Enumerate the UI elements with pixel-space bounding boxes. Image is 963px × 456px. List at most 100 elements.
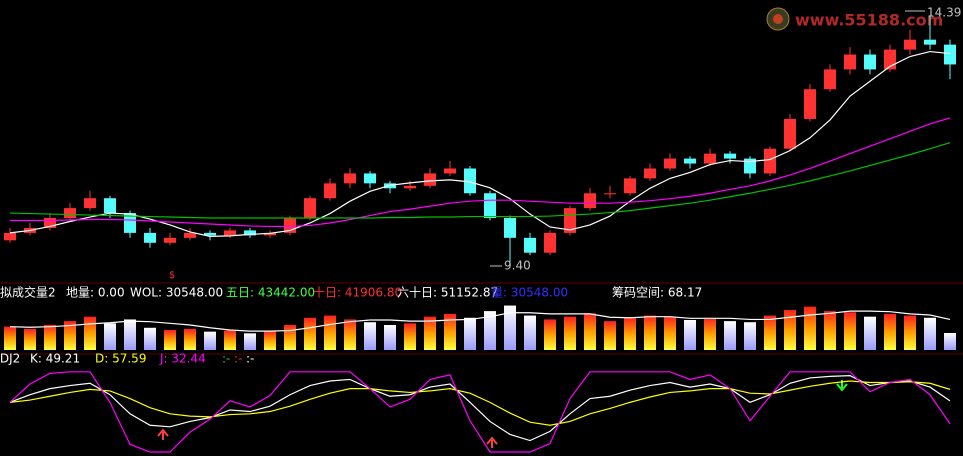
high-label: 14.39: [927, 6, 961, 20]
volume-bar: [864, 316, 876, 350]
volume-bar: [444, 313, 456, 350]
candle-body: [724, 153, 736, 159]
volume-bar: [424, 316, 436, 350]
candle-body: [524, 237, 536, 253]
candle-body: [484, 193, 496, 219]
volume-bar: [844, 312, 856, 350]
candle-body: [544, 232, 556, 253]
candle-body: [824, 69, 836, 90]
indicator-title: 虚拟成交量2: [0, 285, 56, 300]
volume-bar: [384, 325, 396, 350]
volume-bar: [4, 326, 16, 350]
candle-body: [584, 193, 596, 209]
watermark-logo-dot: [773, 14, 783, 24]
volume-bar: [344, 319, 356, 350]
series-line: [9, 371, 951, 453]
volume-bar: [144, 327, 156, 350]
volume-bar: [284, 325, 296, 350]
candle-body: [744, 158, 756, 174]
volume-bar: [124, 319, 136, 350]
volume-bar: [264, 331, 276, 350]
volume-bar: [684, 320, 696, 350]
candle-body: [104, 198, 116, 214]
volume-bar: [44, 325, 56, 350]
candle-body: [4, 232, 16, 241]
candle-body: [264, 232, 276, 236]
indicator-stat: :-: [246, 352, 254, 366]
series-line: [9, 310, 951, 332]
volume-bar: [224, 330, 236, 350]
candle-body: [124, 213, 136, 233]
volume-bar: [184, 328, 196, 350]
volume-bar: [84, 316, 96, 350]
candle-body: [864, 54, 876, 70]
candle-body: [324, 183, 336, 199]
watermark: www.55188.com: [795, 11, 943, 30]
volume-bar: [404, 323, 416, 350]
volume-bar: [724, 321, 736, 350]
volume-bar: [644, 315, 656, 350]
candle-body: [764, 148, 776, 174]
buy-arrow: [486, 436, 498, 448]
candle-body: [804, 89, 816, 119]
candle-body: [184, 232, 196, 238]
indicator-stat: 十日: 41906.80: [313, 286, 402, 300]
candle-body: [84, 198, 96, 209]
candle-body: [404, 185, 416, 189]
volume-bar: [244, 333, 256, 350]
indicator-stat: J: 32.44: [159, 352, 206, 366]
volume-bar: [204, 331, 216, 350]
indicator-stat: :-: [222, 352, 230, 366]
signal-marker: $: [169, 270, 175, 281]
candle-body: [844, 54, 856, 70]
indicator-stat: 量: 30548.00: [491, 286, 568, 300]
buy-arrow: [157, 428, 169, 440]
volume-bar: [464, 317, 476, 350]
candle-body: [504, 218, 516, 238]
volume-bar: [104, 323, 116, 350]
candle-body: [364, 173, 376, 184]
indicator-stat: D: 57.59: [95, 352, 146, 366]
candle-body: [304, 198, 316, 219]
series-line: [9, 50, 951, 237]
candle-body: [224, 230, 236, 236]
candle-body: [704, 153, 716, 164]
candle-body: [144, 232, 156, 243]
candle-body: [204, 232, 216, 236]
volume-bar: [824, 311, 836, 350]
volume-bar: [504, 305, 516, 350]
indicator-stat: K: 49.21: [30, 352, 80, 366]
candle-body: [164, 237, 176, 243]
candle-body: [684, 158, 696, 164]
volume-bar: [584, 313, 596, 350]
volume-bar: [304, 317, 316, 350]
volume-bar: [64, 321, 76, 350]
candle-body: [464, 168, 476, 194]
candle-body: [664, 158, 676, 169]
volume-bar: [744, 322, 756, 350]
volume-bar: [804, 306, 816, 350]
indicator-stat: 筹码空间: 68.17: [612, 286, 702, 300]
indicator-stat: WOL: 30548.00: [130, 286, 223, 300]
volume-bar: [164, 330, 176, 350]
candle-body: [604, 193, 616, 195]
indicator-stat: 地量: 0.00: [66, 286, 125, 300]
low-label: 9.40: [504, 259, 531, 273]
series-line: [9, 142, 951, 219]
candle-body: [904, 39, 916, 50]
series-line: [9, 375, 951, 442]
volume-bar: [704, 317, 716, 350]
candle-body: [344, 173, 356, 184]
series-line: [9, 380, 951, 426]
candle-body: [624, 178, 636, 194]
volume-bar: [944, 333, 956, 350]
volume-bar: [624, 317, 636, 350]
volume-bar: [764, 315, 776, 350]
volume-bar: [484, 311, 496, 350]
volume-bar: [564, 316, 576, 350]
candle-body: [424, 173, 436, 186]
volume-bar: [664, 316, 676, 350]
series-line: [10, 117, 951, 228]
candle-body: [784, 118, 796, 149]
